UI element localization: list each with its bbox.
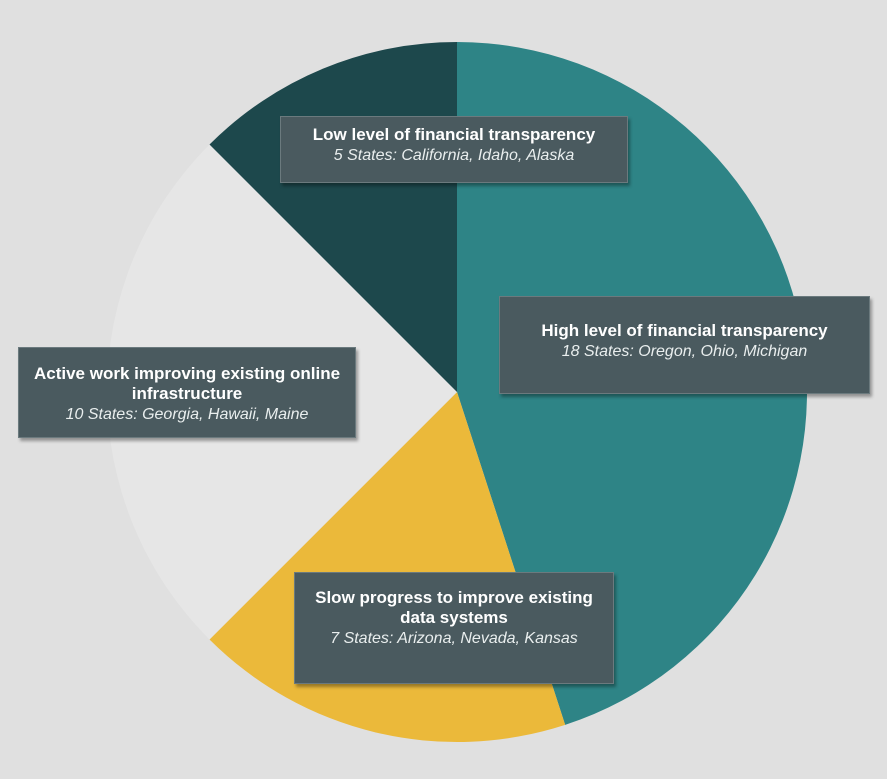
slice-label-slow-progress: Slow progress to improve existing data s… [294, 572, 614, 684]
slice-label-detail: 7 States: Arizona, Nevada, Kansas [330, 630, 578, 647]
slice-label-detail: 5 States: California, Idaho, Alaska [333, 147, 575, 164]
slice-label-low-transparency: Low level of financial transparency 5 St… [280, 116, 628, 183]
slice-label-high-transparency: High level of financial transparency 18 … [499, 296, 870, 394]
slice-label-detail: 10 States: Georgia, Hawaii, Maine [65, 406, 309, 423]
slice-label-detail: 18 States: Oregon, Ohio, Michigan [561, 343, 808, 360]
slice-label-active-work: Active work improving existing online in… [18, 347, 356, 438]
slice-label-title: High level of financial transparency [541, 321, 828, 340]
slice-label-title: Active work improving existing online in… [33, 364, 341, 403]
slice-label-title: Low level of financial transparency [312, 125, 596, 144]
slice-label-title: Slow progress to improve existing data s… [315, 588, 593, 627]
